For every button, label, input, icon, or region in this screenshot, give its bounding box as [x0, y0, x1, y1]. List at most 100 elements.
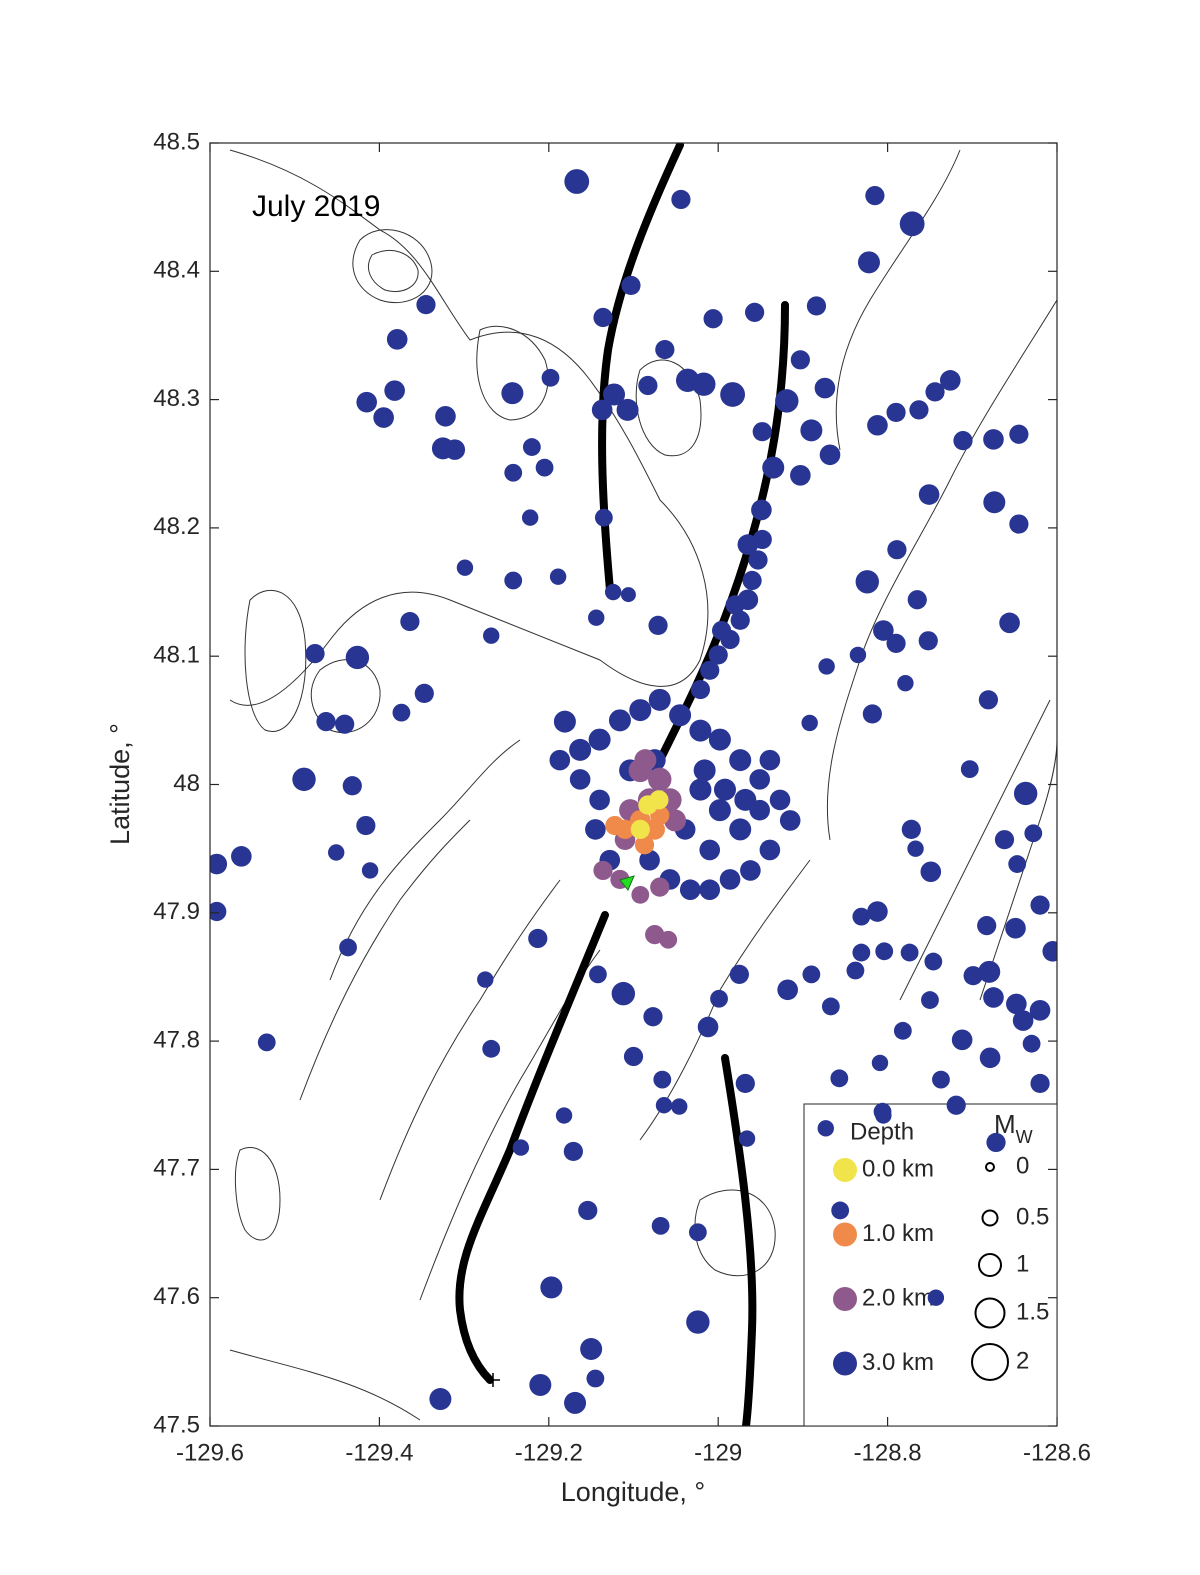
- event-point: [650, 877, 670, 897]
- size-legend-label: 2: [1016, 1347, 1029, 1374]
- event-point: [504, 571, 523, 590]
- event-point: [693, 759, 716, 782]
- event-point: [361, 862, 379, 879]
- event-point: [697, 1016, 719, 1038]
- event-point: [671, 189, 691, 210]
- event-point: [762, 456, 785, 479]
- event-point: [729, 818, 752, 841]
- x-tick-label: -129.4: [345, 1439, 413, 1466]
- event-point: [1006, 993, 1027, 1015]
- event-point: [512, 1139, 530, 1156]
- event-point: [692, 372, 716, 396]
- event-point: [1009, 514, 1029, 534]
- event-point: [978, 690, 998, 710]
- event-point: [414, 683, 434, 704]
- event-point: [708, 728, 731, 751]
- event-point: [939, 370, 961, 391]
- event-point: [819, 444, 841, 466]
- event-point: [821, 997, 840, 1016]
- y-tick-label: 47.9: [153, 898, 200, 925]
- event-point: [593, 860, 613, 881]
- event-point: [999, 612, 1020, 634]
- event-point: [752, 422, 772, 442]
- event-point: [713, 778, 736, 801]
- event-point: [831, 1201, 850, 1220]
- event-point: [873, 620, 894, 641]
- event-point: [909, 400, 929, 420]
- event-point: [711, 620, 732, 641]
- event-point: [528, 928, 548, 949]
- event-point: [540, 1276, 563, 1299]
- event-point: [689, 778, 712, 801]
- size-legend-label: 1: [1016, 1250, 1029, 1277]
- event-point: [586, 1369, 605, 1388]
- event-point: [356, 815, 376, 836]
- event-point: [386, 328, 408, 350]
- event-point: [720, 382, 745, 407]
- event-point: [899, 211, 925, 237]
- event-point: [521, 509, 539, 526]
- event-point: [639, 849, 660, 871]
- event-point: [963, 966, 983, 986]
- event-point: [769, 789, 791, 811]
- event-point: [983, 491, 1006, 514]
- event-point: [631, 885, 650, 904]
- event-point: [1013, 781, 1038, 806]
- event-point: [887, 540, 907, 560]
- event-point: [852, 907, 871, 926]
- annotation: July 2019: [252, 190, 380, 223]
- contour: [899, 699, 1051, 1001]
- event-point: [589, 965, 607, 984]
- event-point: [734, 788, 757, 811]
- size-legend-label: 0: [1016, 1152, 1029, 1179]
- event-point: [429, 1388, 452, 1411]
- event-point: [759, 839, 781, 861]
- event-point: [589, 789, 610, 811]
- event-point: [946, 1095, 966, 1115]
- size-legend-label: 1.5: [1016, 1298, 1049, 1325]
- legend-marker: [833, 1287, 857, 1311]
- contour: [368, 250, 419, 293]
- event-point: [977, 916, 997, 936]
- event-point: [1029, 1000, 1051, 1021]
- event-point: [444, 439, 466, 460]
- x-axis-label: Longitude, °: [561, 1477, 705, 1507]
- event-point: [983, 987, 1004, 1008]
- contour: [244, 590, 307, 732]
- event-point: [886, 402, 906, 423]
- event-point: [629, 699, 652, 722]
- y-tick-label: 47.7: [153, 1155, 200, 1182]
- legend-marker: [833, 1158, 857, 1182]
- event-point: [549, 568, 567, 585]
- event-point: [553, 710, 576, 733]
- event-point: [1009, 424, 1029, 444]
- size-legend-circle: [981, 1209, 999, 1227]
- event-point: [855, 570, 879, 594]
- event-point: [616, 398, 639, 421]
- legend-entries: 0.0 km 1.0 km 2.0 km 3.0 km 0 0.5 1 1.5 2: [833, 1152, 1049, 1381]
- event-point: [960, 760, 979, 779]
- contour: [229, 149, 709, 706]
- event-point: [549, 749, 571, 771]
- station-marker: [619, 875, 635, 891]
- contour: [476, 325, 549, 421]
- size-legend-circle: [985, 1162, 995, 1172]
- event-point: [623, 1046, 644, 1067]
- event-point: [679, 879, 701, 901]
- contour: [379, 879, 561, 1201]
- event-point: [802, 965, 821, 984]
- event-point: [735, 1073, 755, 1094]
- event-point: [664, 809, 687, 832]
- event-point: [708, 645, 728, 665]
- event-point: [686, 1310, 710, 1334]
- events-over-legend: [817, 1095, 1006, 1306]
- event-point: [700, 660, 720, 680]
- event-point: [897, 674, 914, 692]
- event-point: [1005, 917, 1026, 939]
- event-point: [920, 861, 942, 883]
- event-point: [649, 790, 669, 810]
- event-point: [504, 463, 523, 482]
- event-point: [555, 1107, 573, 1124]
- event-point: [953, 431, 973, 451]
- event-point: [806, 296, 827, 316]
